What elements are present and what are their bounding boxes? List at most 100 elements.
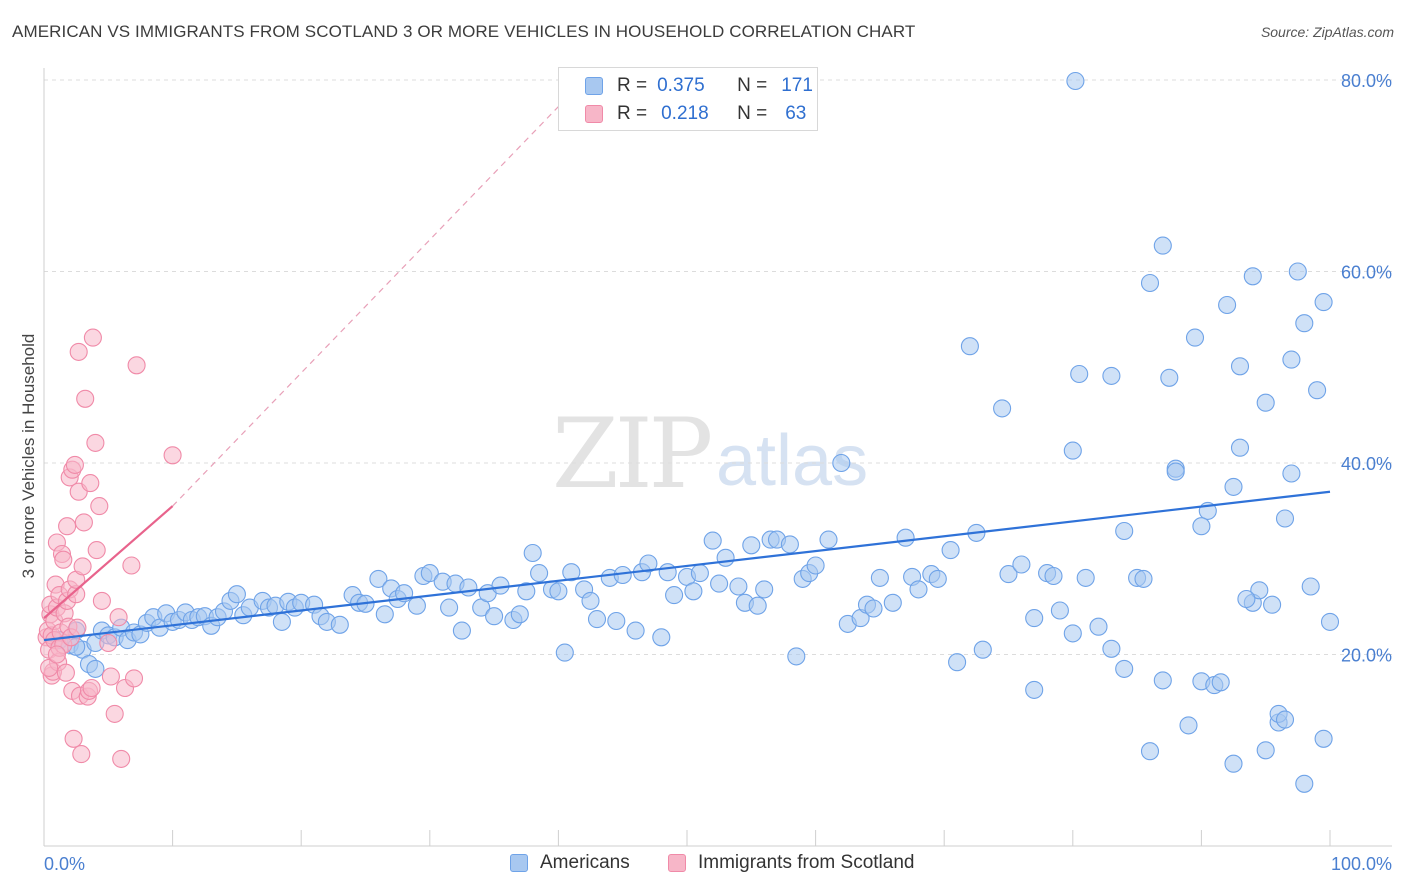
data-point — [517, 582, 536, 601]
data-point — [999, 565, 1018, 584]
data-point — [1153, 671, 1172, 690]
data-point — [1295, 774, 1314, 793]
data-point — [69, 342, 88, 361]
legend-n-value: 171 — [781, 75, 813, 96]
data-point — [1050, 601, 1069, 620]
data-point — [1230, 438, 1250, 457]
data-point — [58, 517, 77, 536]
data-point — [864, 599, 883, 618]
data-point — [452, 621, 471, 640]
bottom-legend-swatch-americans — [510, 854, 528, 872]
data-point — [1070, 364, 1089, 384]
data-point — [523, 543, 542, 563]
legend-r-value: 0.375 — [657, 75, 705, 96]
data-point — [1063, 441, 1082, 460]
data-point — [83, 328, 102, 347]
data-point — [716, 548, 735, 567]
data-point — [1115, 659, 1134, 678]
data-point — [227, 585, 246, 604]
data-point — [581, 591, 600, 610]
data-point — [530, 564, 549, 583]
data-point — [1250, 581, 1269, 600]
data-point — [65, 455, 84, 474]
data-point — [652, 628, 671, 647]
legend-r-label: R = — [617, 75, 648, 96]
data-point — [1224, 477, 1243, 496]
data-point — [81, 474, 100, 493]
grid-lines — [44, 79, 1392, 655]
data-point — [101, 667, 120, 686]
data-point — [74, 513, 93, 532]
data-point — [703, 531, 722, 550]
bottom-legend-americans[interactable]: Americans — [510, 852, 630, 874]
data-point — [1314, 729, 1333, 748]
data-point — [272, 612, 291, 631]
legend-r-value: 0.218 — [661, 103, 709, 124]
data-point — [56, 663, 75, 682]
data-point — [420, 564, 439, 583]
y-tick-label: 60.0% — [1341, 263, 1392, 283]
data-point — [459, 578, 478, 597]
chart-title: AMERICAN VS IMMIGRANTS FROM SCOTLAND 3 O… — [12, 22, 916, 41]
data-point — [1160, 368, 1179, 387]
data-point — [1230, 357, 1250, 376]
data-point — [1044, 566, 1063, 586]
data-point — [1153, 236, 1172, 255]
data-point — [948, 653, 967, 672]
data-point — [1066, 71, 1085, 91]
data-point — [73, 557, 92, 576]
watermark-zip: ZIP — [552, 398, 713, 510]
data-point — [639, 554, 658, 573]
bottom-legend-scotland[interactable]: Immigrants from Scotland — [668, 852, 914, 874]
data-point — [1179, 716, 1198, 735]
data-point — [1218, 295, 1237, 315]
data-point — [1140, 273, 1160, 293]
data-point — [941, 541, 960, 560]
data-point — [587, 610, 607, 629]
data-point — [1140, 742, 1160, 761]
trend-line — [43, 490, 1331, 642]
data-point — [549, 582, 568, 601]
data-point — [122, 556, 141, 575]
data-point — [87, 541, 106, 560]
data-point — [1063, 624, 1082, 643]
data-point — [1025, 609, 1044, 628]
y-tick-label: 20.0% — [1341, 646, 1392, 666]
data-point — [407, 596, 426, 615]
data-point — [1275, 509, 1295, 528]
data-point — [562, 563, 581, 582]
bottom-legend-label-americans: Americans — [540, 852, 630, 873]
data-point — [960, 337, 979, 356]
data-point — [1275, 710, 1295, 729]
data-point — [485, 607, 504, 626]
data-point — [806, 556, 825, 575]
data-point — [76, 389, 95, 408]
data-point — [112, 749, 131, 768]
stats-legend: R = 0.375 N = 171 R = 0.218 N = 63 — [558, 67, 818, 131]
data-point — [330, 615, 349, 634]
data-point — [742, 536, 761, 555]
data-point — [1320, 612, 1340, 631]
data-point — [1263, 595, 1282, 614]
data-point — [491, 576, 510, 595]
data-point — [40, 658, 59, 677]
data-point — [909, 580, 928, 599]
data-point — [928, 569, 947, 588]
data-point — [369, 569, 388, 588]
bottom-legend-swatch-scotland — [668, 854, 686, 872]
data-point — [109, 608, 128, 627]
data-point — [1243, 267, 1262, 286]
data-point — [1134, 569, 1153, 588]
data-point — [1295, 314, 1314, 333]
data-point — [1314, 293, 1333, 312]
data-point — [375, 605, 394, 624]
data-point — [1025, 680, 1044, 699]
data-point — [684, 582, 703, 601]
x-tick-label: 100.0% — [1331, 854, 1392, 874]
x-tick-label: 0.0% — [44, 854, 85, 874]
data-point — [819, 530, 838, 549]
data-point — [896, 528, 915, 547]
data-point — [690, 564, 709, 583]
data-point — [780, 535, 799, 554]
